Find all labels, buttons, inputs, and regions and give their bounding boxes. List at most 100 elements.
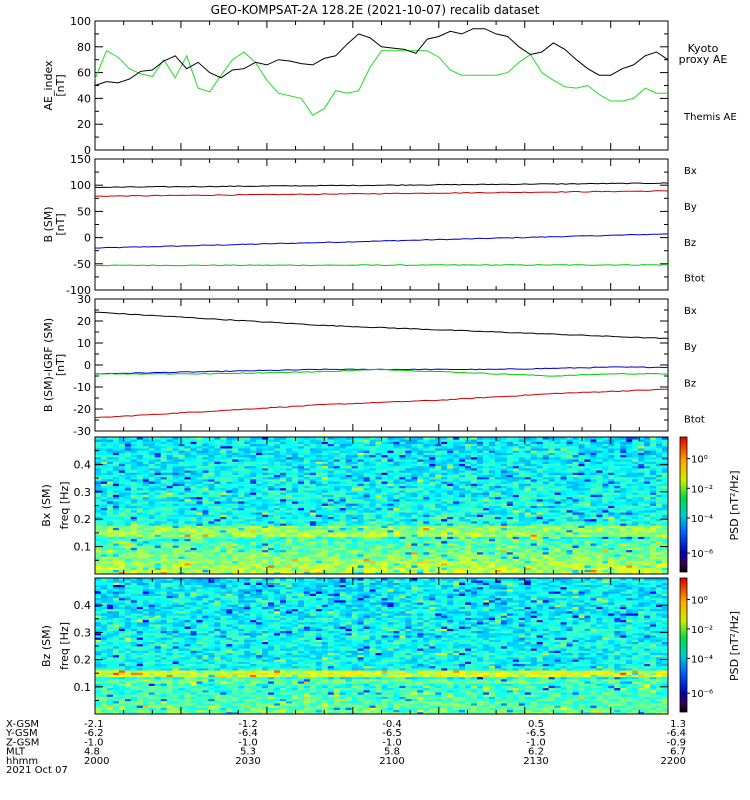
bxspec-cell (542, 509, 550, 513)
bxspec-cell (166, 554, 173, 557)
bxspec-cell (465, 525, 472, 528)
bxspec-cell (226, 509, 233, 513)
bxspec-cell (542, 516, 550, 520)
bxspec-cell (100, 525, 108, 528)
bxspec-cell (590, 505, 597, 509)
bxspec-cell (387, 562, 394, 566)
bxspec-cell (363, 532, 370, 535)
bxspec-cell (494, 505, 502, 509)
bxspec-cell (596, 529, 603, 533)
bxspec-cell (190, 549, 197, 553)
bxspec-cell (375, 529, 382, 533)
bxspec-cell (632, 498, 639, 502)
bxspec-cell (106, 554, 114, 557)
bxspec-cell (232, 512, 239, 515)
bxspec-cell (339, 532, 347, 535)
bxspec-cell (512, 551, 520, 555)
bxspec-cell (178, 565, 185, 568)
bxspec-cell (172, 516, 179, 520)
bxspec-cell (477, 560, 484, 564)
bxspec-cell (608, 540, 615, 544)
bxspec-cell (482, 494, 490, 498)
bxspec-cell (554, 554, 561, 557)
bxspec-cell (399, 543, 406, 546)
bxspec-cell (602, 543, 609, 546)
bxspec-cell (506, 518, 514, 522)
bxspec-cell (369, 571, 376, 575)
bxspec-cell (381, 496, 388, 500)
bxspec-cell (118, 547, 126, 551)
bxspec-cell (333, 543, 341, 546)
bxspec-cell (124, 485, 132, 489)
bxspec-cell (339, 571, 347, 575)
bxspec-cell (411, 505, 418, 509)
bxspec-cell (554, 545, 561, 548)
bxspec-cell (327, 549, 335, 553)
bxspec-cell (184, 562, 191, 566)
bxspec-cell (369, 534, 376, 537)
bxspec-cell (477, 505, 484, 509)
bxspec-cell (315, 538, 323, 542)
bxspec-cell (405, 532, 412, 535)
bxspec-cell (363, 560, 370, 564)
bxspec-cell (339, 554, 347, 557)
bxspec-cell (291, 532, 299, 535)
bxspec-cell (656, 525, 663, 528)
bxspec-cell (178, 505, 185, 509)
bxspec-cell (482, 487, 490, 491)
bxspec-cell (405, 512, 412, 515)
bxspec-cell (178, 569, 185, 573)
bxspec-cell (315, 518, 323, 522)
bxspec-cell (100, 554, 108, 557)
bxspec-cell (226, 558, 233, 562)
bxspec-cell (112, 569, 120, 573)
bxspec-cell (256, 558, 263, 562)
bxspec-cell (232, 516, 239, 520)
bxspec-cell (214, 554, 221, 557)
bxspec-cell (262, 540, 269, 544)
bxspec-cell (477, 496, 484, 500)
bxspec-cell (381, 487, 388, 491)
bxspec-cell (154, 512, 162, 515)
bxspec-cell (602, 498, 609, 502)
bxspec-cell (190, 543, 197, 546)
bxspec-cell (172, 538, 179, 542)
bxspec-cell (172, 554, 179, 557)
bxspec-cell (644, 551, 651, 555)
bxspec-cell (608, 556, 615, 559)
bxspec-cell (100, 571, 108, 575)
bxspec-cell (602, 534, 609, 537)
bxspec-cell (268, 523, 275, 526)
bxspec-cell (524, 525, 532, 528)
bxspec-cell (465, 523, 472, 526)
bxspec-cell (339, 569, 347, 573)
bxspec-cell (524, 514, 532, 517)
bxspec-cell (357, 507, 364, 511)
bxspec-cell (226, 523, 233, 526)
bxspec-cell (118, 549, 126, 553)
bxspec-cell (202, 558, 209, 562)
bxspec-cell (447, 551, 454, 555)
bxspec-cell (160, 538, 168, 542)
bxspec-cell (632, 538, 639, 542)
bxspec-cell (256, 501, 263, 504)
bxspec-cell (244, 516, 251, 520)
bxspec-cell (656, 536, 663, 540)
bxspec-cell (238, 549, 245, 553)
bxspec-cell (112, 514, 120, 517)
bxspec-cell (578, 516, 585, 520)
bxspec-cell (315, 527, 323, 531)
bxspec-cell (357, 536, 364, 540)
bxspec-cell (494, 492, 502, 495)
bxspec-cell (506, 549, 514, 553)
bxspec-cell (280, 514, 287, 517)
bxspec-cell (387, 543, 394, 546)
bxspec-cell (172, 556, 179, 559)
bxspec-cell (369, 545, 376, 548)
bxspec-cell (524, 529, 532, 533)
bxspec-cell (447, 501, 454, 504)
bdiff-ytick-label: 30 (77, 293, 91, 306)
bxspec-cell (124, 527, 132, 531)
bxspec-cell (262, 538, 269, 542)
bxspec-cell (351, 543, 359, 546)
